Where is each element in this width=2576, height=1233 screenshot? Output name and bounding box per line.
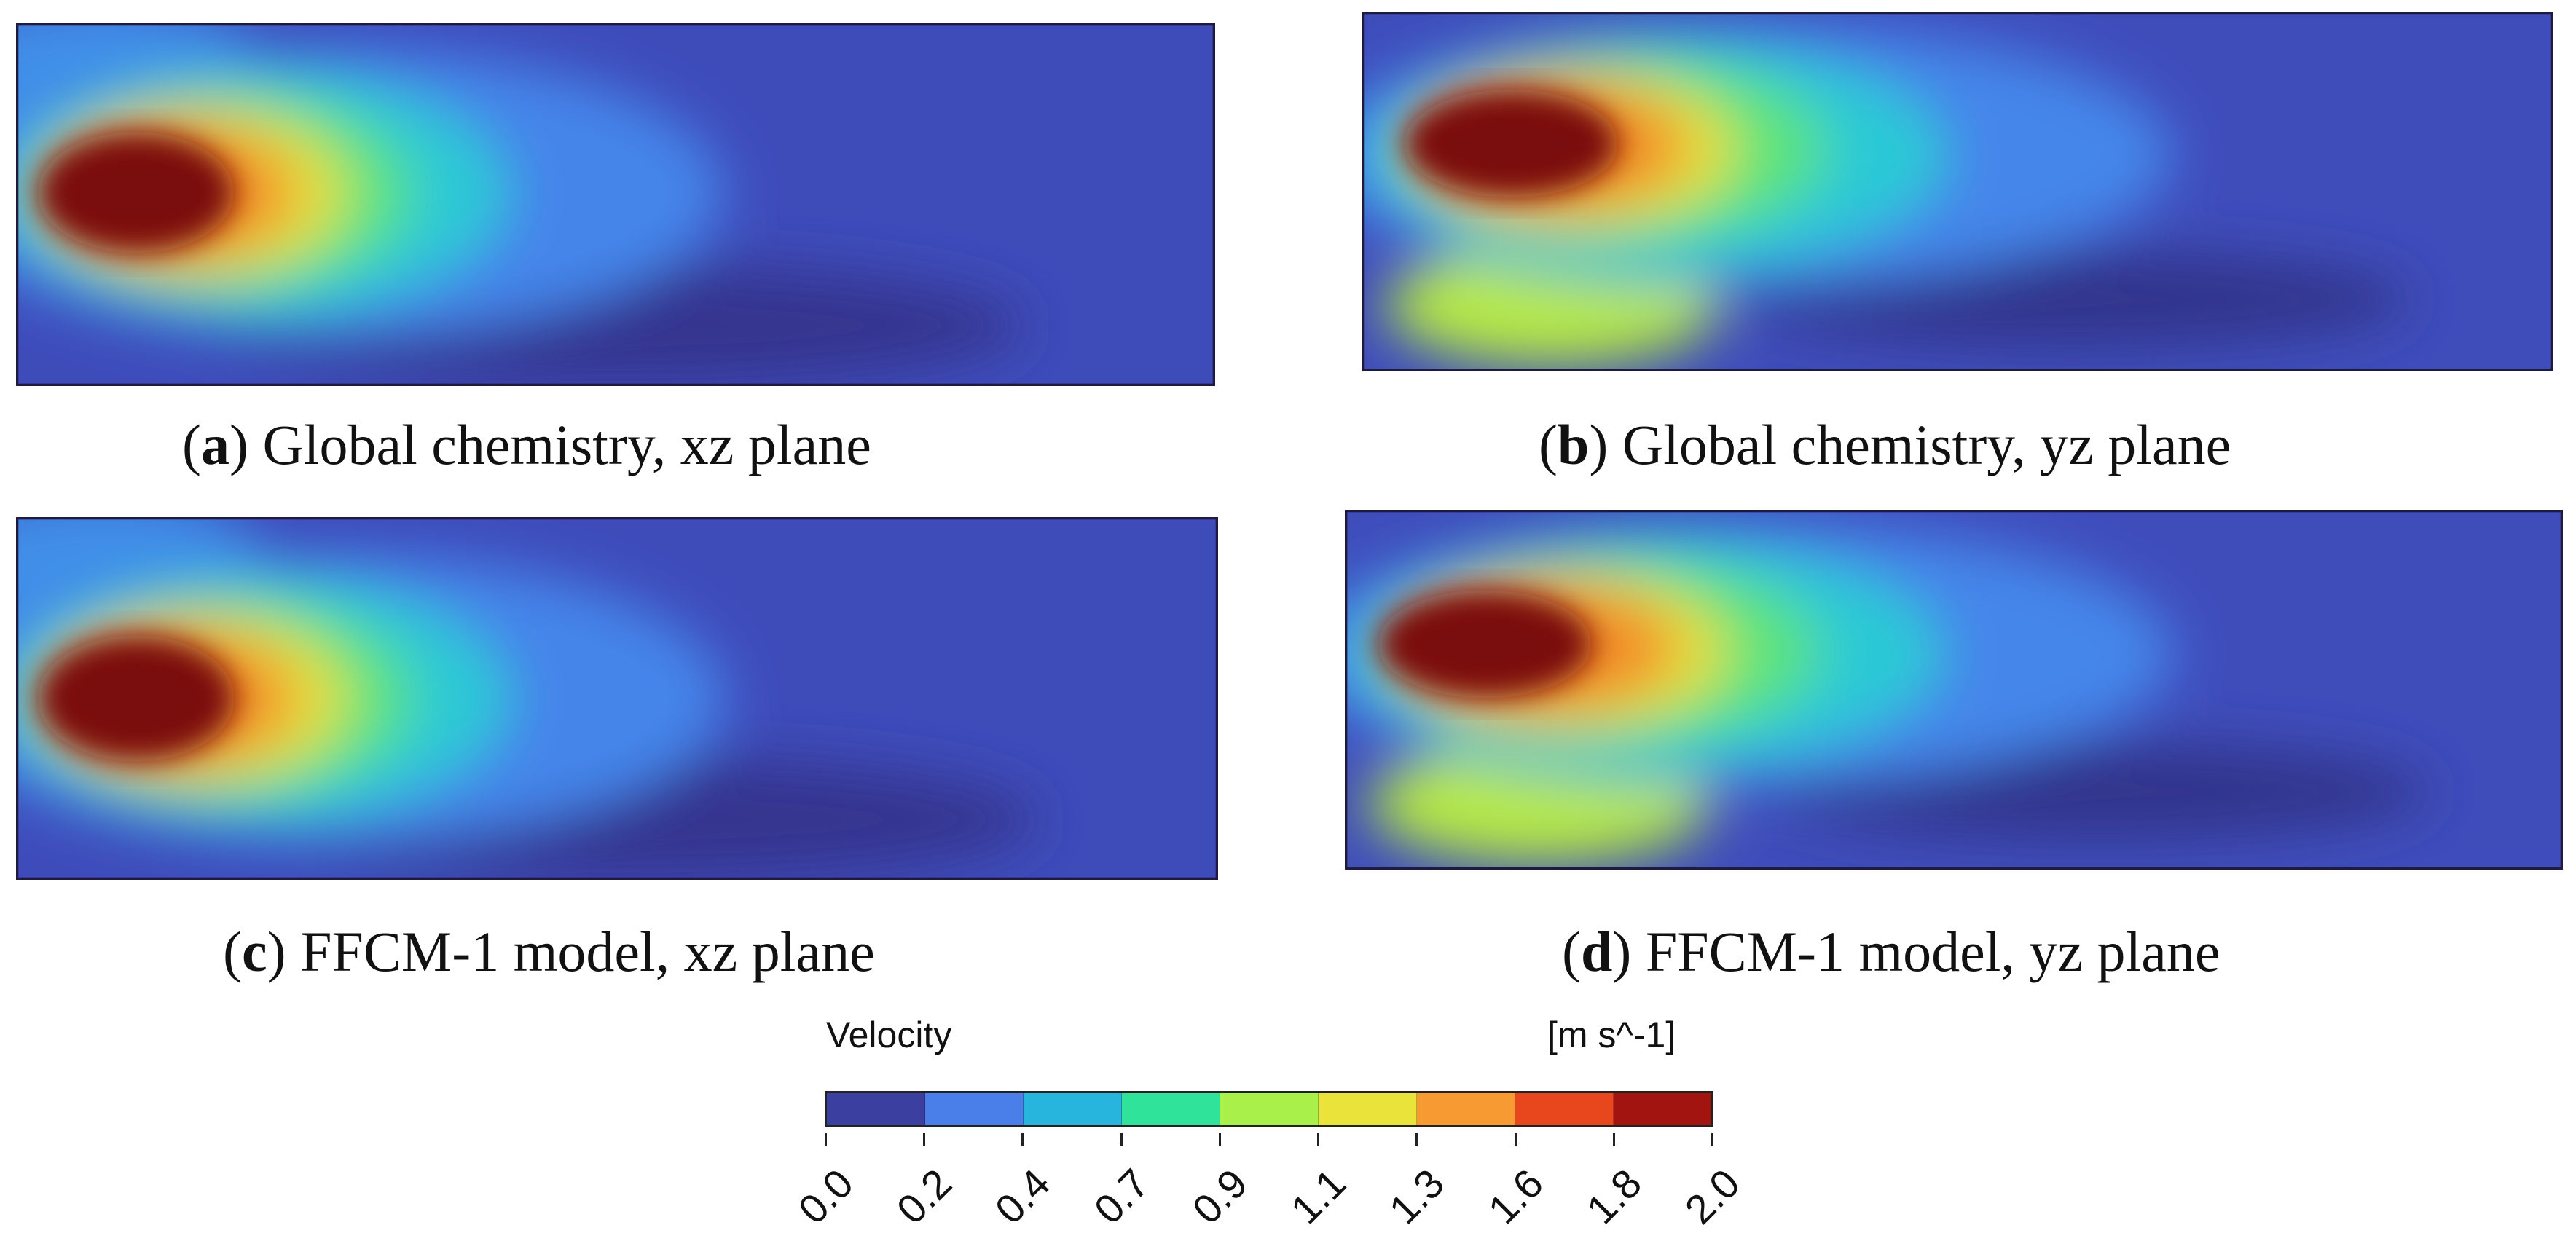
caption-b-letter: b — [1557, 413, 1590, 476]
colorbar-segment — [1319, 1093, 1417, 1125]
colorbar-tick-label: 2.0 — [1676, 1159, 1749, 1233]
colorbar-tick-label: 0.0 — [789, 1159, 863, 1233]
colorbar-segment — [925, 1093, 1024, 1125]
colorbar-tick-label: 0.9 — [1183, 1159, 1256, 1233]
colorbar-segment — [1515, 1093, 1614, 1125]
colorbar-tick-label: 0.7 — [1085, 1159, 1158, 1233]
colorbar-tick-label: 1.1 — [1281, 1159, 1355, 1233]
colorbar-segment — [1220, 1093, 1319, 1125]
contour-panel-c — [16, 517, 1218, 880]
colorbar-tick — [825, 1133, 827, 1146]
caption-c-letter: c — [241, 920, 267, 983]
colorbar-tick — [1218, 1133, 1221, 1146]
caption-b-text: Global chemistry, yz plane — [1608, 413, 2231, 476]
colorbar-tick — [923, 1133, 926, 1146]
colorbar-unit: [m s^-1] — [1547, 1015, 1676, 1055]
colorbar-tick-label: 1.3 — [1380, 1159, 1453, 1233]
colorbar-tick-label: 0.2 — [887, 1159, 961, 1233]
colorbar-title: Velocity — [826, 1015, 952, 1055]
colorbar-tick-label: 0.4 — [986, 1159, 1059, 1233]
colorbar — [825, 1091, 1713, 1127]
colorbar-tick-label: 1.8 — [1577, 1159, 1650, 1233]
colorbar-tick — [1021, 1133, 1024, 1146]
colorbar-segment — [1024, 1093, 1122, 1125]
caption-a: (a) Global chemistry, xz plane — [182, 413, 871, 476]
colorbar-tick — [1120, 1133, 1123, 1146]
colorbar-segment — [1417, 1093, 1515, 1125]
contour-panel-d — [1345, 510, 2563, 870]
caption-d-text: FFCM-1 model, yz plane — [1631, 920, 2220, 983]
caption-d: (d) FFCM-1 model, yz plane — [1562, 920, 2220, 983]
colorbar-tick-label: 1.6 — [1479, 1159, 1552, 1233]
caption-a-text: Global chemistry, xz plane — [248, 413, 871, 476]
contour-panel-b — [1362, 12, 2553, 371]
colorbar-tick — [1514, 1133, 1517, 1146]
colorbar-tick — [1711, 1133, 1713, 1146]
colorbar-tick — [1415, 1133, 1418, 1146]
caption-a-letter: a — [200, 413, 229, 476]
contour-panel-a — [16, 23, 1215, 386]
caption-c: (c) FFCM-1 model, xz plane — [223, 920, 875, 983]
caption-c-text: FFCM-1 model, xz plane — [286, 920, 875, 983]
caption-d-letter: d — [1580, 920, 1613, 983]
caption-b: (b) Global chemistry, yz plane — [1539, 413, 2231, 476]
colorbar-segment — [1614, 1093, 1711, 1125]
colorbar-tick — [1612, 1133, 1615, 1146]
colorbar-segment — [827, 1093, 925, 1125]
colorbar-segment — [1122, 1093, 1220, 1125]
colorbar-tick — [1317, 1133, 1320, 1146]
